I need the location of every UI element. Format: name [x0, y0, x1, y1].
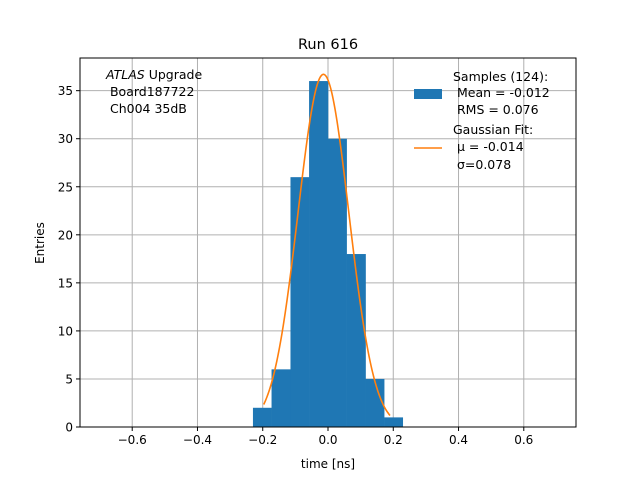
- histogram-bars: [252, 81, 404, 427]
- annotation-line-3: Ch004 35dB: [106, 101, 187, 116]
- histogram-bar: [365, 378, 385, 427]
- x-tick-label: −0.6: [118, 433, 147, 447]
- y-tick-label: 30: [58, 132, 73, 146]
- x-tick-label: −0.2: [248, 433, 277, 447]
- x-tick-label: −0.4: [183, 433, 212, 447]
- x-tick-label: 0.2: [384, 433, 403, 447]
- y-tick-label: 20: [58, 228, 73, 242]
- legend-fit-line-1: Gaussian Fit:: [453, 122, 533, 137]
- legend-fit-line-3: σ=0.078: [453, 157, 511, 172]
- legend-fit-line-2: μ = -0.014: [453, 139, 524, 154]
- annotation-line-2: Board187722: [106, 84, 194, 99]
- histogram-bar: [384, 417, 404, 427]
- y-axis-label: Entries: [33, 222, 47, 264]
- y-tick-label: 5: [65, 372, 73, 386]
- atlas-italic: ATLAS: [105, 67, 145, 82]
- annotation-upgrade: Upgrade: [145, 67, 203, 82]
- axis-ticks: −0.6 −0.4 −0.2 0.0 0.2 0.4 0.6 0 5 10 15 20 25 30 35: [58, 84, 534, 447]
- x-tick-label: 0.6: [514, 433, 533, 447]
- histogram-bar: [328, 138, 347, 427]
- y-tick-label: 0: [65, 421, 73, 435]
- gaussian-fit-line: [262, 73, 391, 416]
- x-axis-label: time [ns]: [301, 457, 355, 471]
- annotation: ATLAS Upgrade Board187722 Ch004 35dB: [105, 67, 202, 116]
- histogram-bar: [346, 254, 366, 427]
- histogram-bar: [271, 369, 291, 427]
- legend-samples-swatch: [414, 89, 442, 99]
- annotation-line-1: ATLAS Upgrade: [105, 67, 202, 82]
- histogram-bar: [252, 407, 272, 427]
- legend-samples-line-1: Samples (124):: [453, 69, 548, 84]
- y-tick-label: 10: [58, 324, 73, 338]
- x-tick-label: 0.4: [449, 433, 468, 447]
- y-tick-label: 35: [58, 84, 73, 98]
- chart-title: Run 616: [298, 37, 358, 53]
- histogram-bar: [290, 177, 310, 427]
- legend-samples-line-3: RMS = 0.076: [453, 102, 539, 117]
- legend: Samples (124): Mean = -0.012 RMS = 0.076…: [414, 69, 550, 172]
- y-tick-label: 25: [58, 180, 73, 194]
- histogram-bar: [309, 81, 329, 427]
- x-tick-label: 0.0: [318, 433, 337, 447]
- legend-samples-line-2: Mean = -0.012: [453, 85, 550, 100]
- y-tick-label: 15: [58, 276, 73, 290]
